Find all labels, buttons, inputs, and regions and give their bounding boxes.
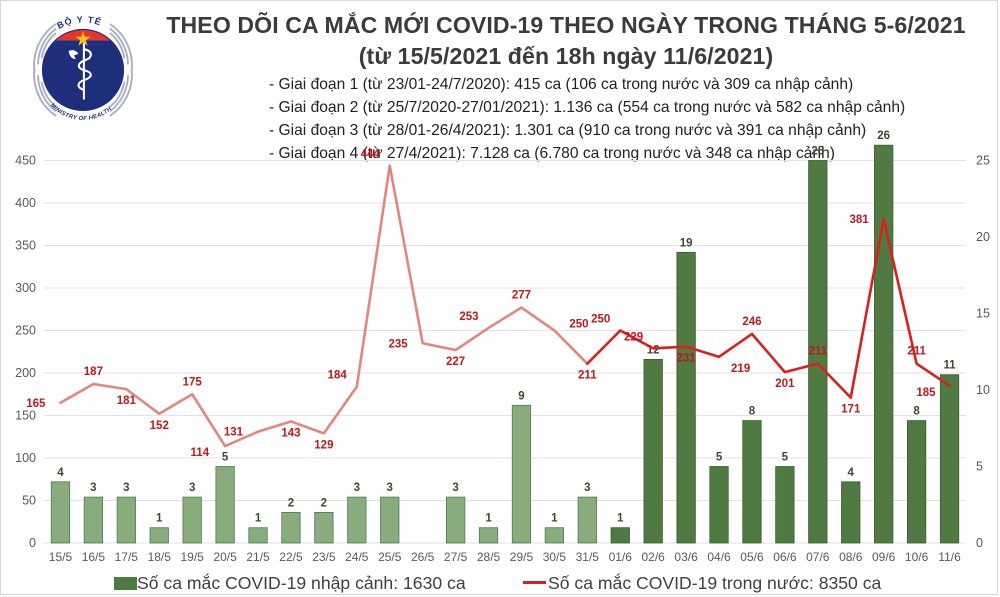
svg-text:227: 227 <box>446 356 465 368</box>
svg-text:15: 15 <box>976 307 990 321</box>
svg-text:235: 235 <box>388 338 408 350</box>
svg-text:8: 8 <box>749 406 756 418</box>
svg-text:19: 19 <box>680 237 693 249</box>
svg-text:29/5: 29/5 <box>510 550 534 564</box>
svg-text:9: 9 <box>518 390 524 402</box>
svg-text:152: 152 <box>150 420 169 432</box>
svg-text:131: 131 <box>224 427 244 439</box>
svg-text:231: 231 <box>677 353 697 365</box>
svg-text:20: 20 <box>976 230 990 244</box>
svg-text:27/5: 27/5 <box>444 550 468 564</box>
svg-text:06/6: 06/6 <box>773 550 797 564</box>
svg-text:0: 0 <box>29 536 36 550</box>
svg-text:450: 450 <box>15 154 36 168</box>
svg-text:04/6: 04/6 <box>707 550 731 564</box>
svg-text:211: 211 <box>809 346 828 358</box>
svg-text:229: 229 <box>624 331 643 343</box>
svg-text:26/5: 26/5 <box>411 550 435 564</box>
svg-text:181: 181 <box>117 395 137 407</box>
svg-text:114: 114 <box>191 447 210 459</box>
svg-text:22/5: 22/5 <box>279 550 303 564</box>
svg-text:165: 165 <box>26 398 46 410</box>
svg-text:1: 1 <box>551 513 558 525</box>
svg-text:187: 187 <box>84 366 103 378</box>
svg-text:16/5: 16/5 <box>82 550 106 564</box>
svg-text:250: 250 <box>591 314 610 326</box>
svg-text:8: 8 <box>913 406 920 418</box>
svg-text:2: 2 <box>321 497 327 509</box>
svg-text:20/5: 20/5 <box>213 550 237 564</box>
svg-text:10/6: 10/6 <box>905 550 929 564</box>
svg-text:381: 381 <box>849 214 869 226</box>
svg-text:3: 3 <box>452 482 458 494</box>
svg-text:400: 400 <box>15 196 36 210</box>
svg-text:444: 444 <box>361 149 381 161</box>
svg-text:02/6: 02/6 <box>642 550 666 564</box>
svg-text:30/5: 30/5 <box>543 550 567 564</box>
svg-text:23/5: 23/5 <box>312 550 336 564</box>
svg-text:350: 350 <box>15 239 36 253</box>
svg-text:07/6: 07/6 <box>806 550 830 564</box>
svg-text:3: 3 <box>90 482 96 494</box>
svg-text:50: 50 <box>22 494 36 508</box>
svg-text:03/6: 03/6 <box>674 550 698 564</box>
svg-text:25: 25 <box>811 146 824 158</box>
svg-text:01/6: 01/6 <box>609 550 633 564</box>
svg-text:15/5: 15/5 <box>49 550 73 564</box>
svg-text:300: 300 <box>15 281 36 295</box>
svg-text:250: 250 <box>15 324 36 338</box>
svg-text:25/5: 25/5 <box>378 550 402 564</box>
svg-text:5: 5 <box>976 460 983 474</box>
svg-text:05/6: 05/6 <box>740 550 764 564</box>
svg-text:171: 171 <box>841 404 861 416</box>
svg-text:277: 277 <box>512 290 531 302</box>
svg-text:200: 200 <box>15 366 36 380</box>
svg-text:24/5: 24/5 <box>345 550 369 564</box>
svg-text:150: 150 <box>15 409 36 423</box>
svg-text:10: 10 <box>976 383 990 397</box>
svg-text:26: 26 <box>877 130 890 142</box>
svg-text:3: 3 <box>189 482 195 494</box>
svg-text:25: 25 <box>976 154 990 168</box>
svg-text:1: 1 <box>255 513 262 525</box>
svg-text:211: 211 <box>578 370 597 382</box>
svg-text:28/5: 28/5 <box>477 550 501 564</box>
svg-text:253: 253 <box>459 311 478 323</box>
svg-text:5: 5 <box>222 452 229 464</box>
svg-text:5: 5 <box>782 452 789 464</box>
svg-text:0: 0 <box>976 536 983 550</box>
svg-text:3: 3 <box>354 482 360 494</box>
svg-text:219: 219 <box>731 363 750 375</box>
svg-text:201: 201 <box>775 378 795 390</box>
svg-text:1: 1 <box>617 513 624 525</box>
svg-text:1: 1 <box>156 513 163 525</box>
svg-text:17/5: 17/5 <box>115 550 139 564</box>
svg-text:184: 184 <box>328 370 348 382</box>
svg-text:18/5: 18/5 <box>148 550 172 564</box>
svg-text:246: 246 <box>742 316 761 328</box>
svg-text:3: 3 <box>387 482 393 494</box>
svg-text:211: 211 <box>907 346 926 358</box>
svg-text:2: 2 <box>288 497 294 509</box>
svg-text:11: 11 <box>943 360 956 372</box>
svg-text:3: 3 <box>123 482 129 494</box>
svg-text:5: 5 <box>716 452 723 464</box>
svg-text:175: 175 <box>183 376 203 388</box>
svg-text:21/5: 21/5 <box>246 550 270 564</box>
svg-text:09/6: 09/6 <box>872 550 896 564</box>
svg-text:100: 100 <box>15 451 36 465</box>
svg-text:4: 4 <box>57 467 64 479</box>
svg-text:1: 1 <box>485 513 492 525</box>
svg-text:4: 4 <box>848 467 855 479</box>
svg-text:143: 143 <box>281 427 300 439</box>
svg-text:250: 250 <box>569 319 588 331</box>
svg-text:08/6: 08/6 <box>839 550 863 564</box>
svg-text:31/5: 31/5 <box>576 550 600 564</box>
svg-text:19/5: 19/5 <box>181 550 205 564</box>
svg-text:185: 185 <box>916 387 936 399</box>
svg-text:11/6: 11/6 <box>938 550 961 564</box>
svg-text:3: 3 <box>584 482 590 494</box>
svg-text:129: 129 <box>314 439 333 451</box>
